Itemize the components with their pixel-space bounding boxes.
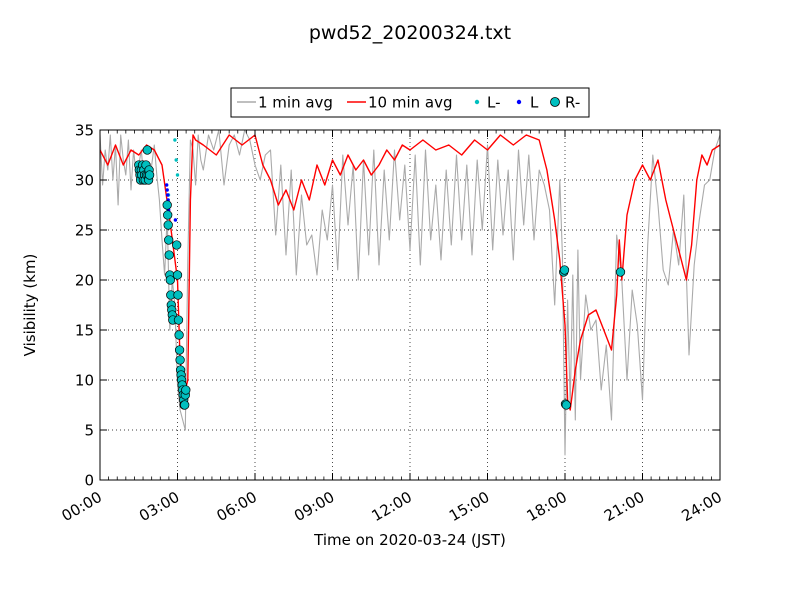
r-minus-point (559, 265, 570, 275)
r-minus-point (164, 250, 174, 260)
r-minus-point (172, 270, 183, 280)
plot-area (100, 130, 720, 456)
x-axis-label: Time on 2020-03-24 (JST) (313, 531, 506, 549)
x-tick-label: 00:00 (59, 488, 105, 525)
y-tick-label: 5 (84, 422, 94, 440)
x-tick-label: 21:00 (601, 488, 647, 525)
legend: 1 min avg 10 min avg L- L R- (230, 87, 590, 118)
l-minus-point (174, 158, 178, 162)
y-axis-label: Visibility (km) (21, 254, 39, 357)
legend-r-minus-marker (550, 97, 560, 107)
x-tick-label: 18:00 (524, 488, 570, 525)
markers (134, 138, 626, 410)
legend-label-l-minus: L- (487, 94, 501, 112)
axis-ticks: 00:00 03:00 06:00 09:00 12:00 15:00 18:00 21:00… (59, 122, 725, 526)
x-tick-label: 15:00 (446, 488, 492, 525)
y-tick-label: 10 (75, 372, 94, 390)
legend-label-10min-avg: 10 min avg (368, 94, 453, 112)
r-minus-point (163, 210, 173, 220)
legend-frame (230, 87, 590, 118)
y-tick-label: 25 (75, 222, 94, 240)
y-tick-label: 20 (75, 272, 94, 290)
l-point (165, 188, 169, 192)
y-tick-label: 35 (75, 122, 94, 140)
plot-frame (99, 129, 721, 481)
r-minus-point (142, 145, 152, 155)
legend-l-minus-marker (474, 99, 480, 105)
x-tick-label: 12:00 (369, 488, 415, 525)
legend-label-l: L (530, 94, 539, 112)
r-minus-point (163, 220, 173, 230)
r-minus-point (181, 385, 191, 395)
r-minus-point (173, 290, 183, 300)
l-minus-point (175, 173, 180, 177)
chart-title: pwd52_20200324.txt (309, 22, 511, 44)
l-point (166, 193, 170, 197)
y-tick-label: 30 (75, 172, 94, 190)
r-minus-point (162, 200, 172, 210)
r-minus-point (174, 330, 184, 340)
l-point (173, 218, 178, 222)
r-minus-point (175, 355, 185, 365)
x-tick-label: 24:00 (679, 488, 725, 525)
r-minus-point (180, 400, 190, 410)
r-minus-point (561, 400, 571, 410)
x-tick-label: 09:00 (291, 488, 337, 525)
r-minus-point (164, 235, 174, 245)
r-minus-point (165, 275, 175, 285)
r-minus-point (174, 345, 185, 355)
legend-l-marker (516, 99, 522, 105)
x-tick-label: 06:00 (214, 488, 260, 525)
series-line-1min-avg (100, 130, 720, 456)
series-line-10min-avg (100, 134, 720, 411)
l-minus-point (173, 138, 177, 142)
legend-label-1min-avg: 1 min avg (258, 94, 333, 112)
l-point (165, 183, 169, 187)
r-minus-point (144, 170, 155, 180)
r-minus-point (172, 240, 182, 250)
grid (99, 129, 721, 481)
legend-label-r-minus: R- (565, 94, 580, 112)
y-tick-label: 15 (75, 322, 94, 340)
r-minus-point (173, 315, 184, 325)
x-tick-label: 03:00 (136, 488, 182, 525)
y-tick-label: 0 (84, 472, 94, 490)
r-minus-point (615, 267, 626, 277)
